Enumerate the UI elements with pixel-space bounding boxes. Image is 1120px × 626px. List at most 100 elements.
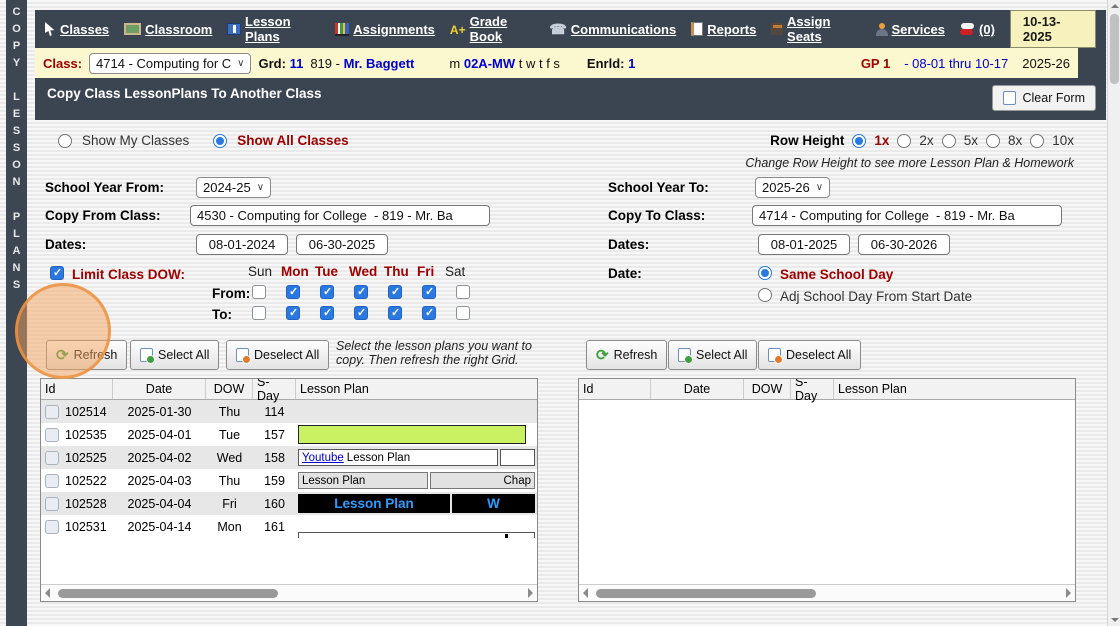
school-year-from-select[interactable]: 2024-25 ∨ xyxy=(196,177,272,198)
from-wed-checkbox[interactable] xyxy=(354,285,368,299)
from-thu-checkbox[interactable] xyxy=(388,285,402,299)
from-tue-checkbox[interactable] xyxy=(320,285,334,299)
right-deselect-all-button[interactable]: Deselect All xyxy=(758,340,862,370)
col-dow[interactable]: DOW xyxy=(206,379,253,399)
from-fri-checkbox[interactable] xyxy=(422,285,436,299)
row-checkbox[interactable] xyxy=(45,473,59,488)
row-checkbox[interactable] xyxy=(45,519,59,534)
show-my-classes-radio[interactable] xyxy=(58,133,72,148)
left-grid-hscrollbar[interactable] xyxy=(41,584,537,601)
date-to-end-input[interactable] xyxy=(858,234,950,255)
from-mon-checkbox[interactable] xyxy=(286,285,300,299)
nav-messages-count[interactable]: (0) xyxy=(960,22,995,37)
day-fri: Fri xyxy=(417,264,435,279)
row-checkbox[interactable] xyxy=(45,427,59,442)
target-lesson-plan-grid: Id Date DOW S-Day Lesson Plan xyxy=(578,378,1076,602)
day-wed: Wed xyxy=(349,264,378,279)
date-from-start-input[interactable] xyxy=(196,234,288,255)
same-school-day-radio[interactable] xyxy=(758,266,772,280)
from-sat-checkbox[interactable] xyxy=(456,285,470,299)
right-select-all-button[interactable]: Select All xyxy=(668,340,758,370)
to-fri-checkbox[interactable] xyxy=(422,306,436,320)
limit-class-dow-label: Limit Class DOW: xyxy=(72,267,186,282)
col-dow[interactable]: DOW xyxy=(744,379,791,399)
copy-from-class-input[interactable] xyxy=(190,205,490,226)
to-sat-checkbox[interactable] xyxy=(456,306,470,320)
adj-school-day-radio[interactable] xyxy=(758,288,772,302)
left-select-all-button[interactable]: Select All xyxy=(130,340,220,370)
left-refresh-button[interactable]: Refresh xyxy=(46,340,128,370)
nav-assign-seats[interactable]: Assign Seats xyxy=(771,14,860,44)
gp-date-range: - 08-01 thru 10-17 xyxy=(904,55,1009,71)
to-sun-checkbox[interactable] xyxy=(252,306,266,320)
nav-classes[interactable]: Classes xyxy=(45,22,109,37)
lesson-plan-box: Youtube Lesson Plan xyxy=(298,449,498,466)
copy-to-class-input[interactable] xyxy=(752,205,1062,226)
left-deselect-all-button[interactable]: Deselect All xyxy=(226,340,330,370)
table-row[interactable]: 102525 2025-04-02 Wed 158 Youtube Lesson … xyxy=(41,446,537,469)
col-date[interactable]: Date xyxy=(651,379,744,399)
scroll-down-icon[interactable] xyxy=(1111,618,1119,622)
nav-lesson-plans[interactable]: Lesson Plans xyxy=(227,14,320,44)
youtube-link[interactable]: Youtube xyxy=(302,451,344,464)
col-sday[interactable]: S-Day xyxy=(791,379,834,403)
vertical-page-tab[interactable]: C O P Y L E S S O N P L A N S xyxy=(6,0,27,626)
scroll-left-icon[interactable] xyxy=(583,588,588,598)
to-tue-checkbox[interactable] xyxy=(320,306,334,320)
nav-date-box[interactable]: 10-13-2025 xyxy=(1009,10,1096,48)
limit-class-dow-checkbox[interactable] xyxy=(50,266,64,280)
room-value: 819 - xyxy=(310,55,340,71)
scroll-up-icon[interactable] xyxy=(1111,4,1119,8)
window-vscrollbar[interactable] xyxy=(1107,0,1120,626)
from-sun-checkbox[interactable] xyxy=(252,285,266,299)
nav-grade-book[interactable]: Grade Book xyxy=(450,14,534,44)
show-all-classes-radio[interactable] xyxy=(213,133,228,148)
right-refresh-button[interactable]: Refresh xyxy=(586,340,668,370)
phone-icon xyxy=(549,21,566,38)
school-year-to-select[interactable]: 2025-26 ∨ xyxy=(755,177,831,198)
dow-from-row xyxy=(252,285,470,299)
scrollbar-thumb[interactable] xyxy=(1110,14,1119,84)
row-checkbox[interactable] xyxy=(45,496,59,511)
clear-form-button[interactable]: Clear Form xyxy=(992,85,1096,111)
row-checkbox[interactable] xyxy=(45,404,59,419)
scrollbar-thumb[interactable] xyxy=(58,588,278,598)
to-wed-checkbox[interactable] xyxy=(354,306,368,320)
row-height-1x-radio[interactable] xyxy=(852,133,867,148)
date-from-end-input[interactable] xyxy=(296,234,388,255)
table-row[interactable]: 102535 2025-04-01 Tue 157 xyxy=(41,423,537,446)
right-grid-hscrollbar[interactable] xyxy=(579,584,1075,601)
lesson-plan-highlight-box[interactable] xyxy=(298,425,526,444)
scrollbar-thumb[interactable] xyxy=(596,588,816,598)
nav-communications[interactable]: Communications xyxy=(549,21,676,38)
col-date[interactable]: Date xyxy=(113,379,206,399)
nav-assignments[interactable]: Assignments xyxy=(335,22,435,37)
nav-services[interactable]: Services xyxy=(875,22,945,37)
nav-reports[interactable]: Reports xyxy=(691,22,756,37)
table-row[interactable]: 102531 2025-04-14 Mon 161 xyxy=(41,515,537,538)
col-lesson-plan[interactable]: Lesson Plan xyxy=(300,382,369,396)
scroll-left-icon[interactable] xyxy=(45,588,50,598)
scroll-right-icon[interactable] xyxy=(1066,588,1071,598)
table-row[interactable]: 102514 2025-01-30 Thu 114 xyxy=(41,400,537,423)
row-height-8x-radio[interactable] xyxy=(985,133,1000,148)
top-nav: Classes Classroom Lesson Plans Assignmen… xyxy=(35,10,1106,48)
col-id[interactable]: Id xyxy=(41,379,113,399)
seat-icon xyxy=(771,23,784,35)
to-mon-checkbox[interactable] xyxy=(286,306,300,320)
row-height-5x-radio[interactable] xyxy=(941,133,956,148)
row-height-10x-radio[interactable] xyxy=(1030,133,1045,148)
class-select[interactable]: 4714 - Computing for C ∨ xyxy=(89,52,252,74)
table-row[interactable]: 102522 2025-04-03 Thu 159 Lesson Plan Ch… xyxy=(41,469,537,492)
grd-label: Grd: xyxy=(258,55,286,71)
col-id[interactable]: Id xyxy=(579,379,651,399)
col-lesson-plan[interactable]: Lesson Plan xyxy=(838,382,907,396)
to-thu-checkbox[interactable] xyxy=(388,306,402,320)
table-row[interactable]: 102528 2025-04-04 Fri 160 Lesson Plan W xyxy=(41,492,537,515)
nav-classroom[interactable]: Classroom xyxy=(124,22,212,37)
scroll-right-icon[interactable] xyxy=(528,588,533,598)
row-height-2x-radio[interactable] xyxy=(897,133,912,148)
date-to-start-input[interactable] xyxy=(758,234,850,255)
row-checkbox[interactable] xyxy=(45,450,59,465)
col-sday[interactable]: S-Day xyxy=(253,379,296,403)
